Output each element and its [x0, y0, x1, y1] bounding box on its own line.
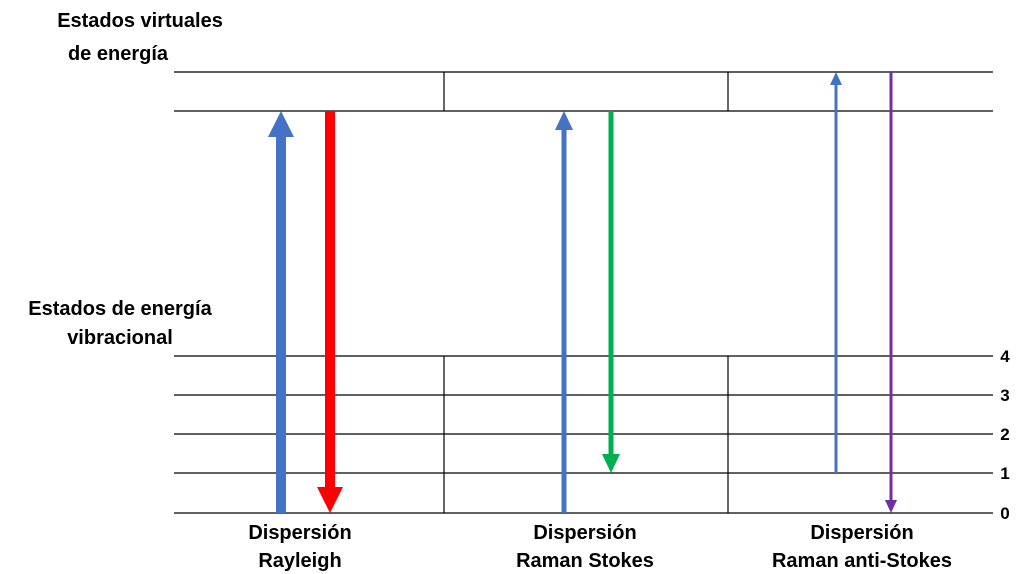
- rayleigh-title-line2: Rayleigh: [258, 550, 341, 572]
- virtual-state-lines: [174, 71, 993, 112]
- level-number-3: 3: [1000, 386, 1009, 405]
- virtual-states-label-line2: de energía: [68, 43, 169, 65]
- stokes-excitation-arrowhead: [555, 111, 573, 130]
- level-numbers: 4 3 2 1 0: [1000, 347, 1010, 523]
- anti-stokes-title-line2: Raman anti-Stokes: [772, 550, 952, 572]
- stokes-scatter-arrowhead: [602, 454, 620, 473]
- rayleigh-title-line1: Dispersión: [248, 522, 351, 544]
- anti-stokes-excitation-arrowhead: [830, 72, 842, 85]
- rayleigh-excitation-arrowhead: [268, 111, 294, 137]
- transition-arrows: [268, 72, 897, 513]
- level-number-1: 1: [1000, 464, 1009, 483]
- anti-stokes-title-line1: Dispersión: [810, 522, 913, 544]
- rayleigh-scatter-arrowhead: [317, 487, 343, 513]
- stokes-title-line1: Dispersión: [533, 522, 636, 544]
- level-number-2: 2: [1000, 425, 1009, 444]
- vibrational-level-lines: [174, 355, 993, 514]
- virtual-states-label-line1: Estados virtuales: [57, 10, 223, 32]
- vibrational-states-label-line1: Estados de energía: [28, 298, 212, 320]
- column-titles: Dispersión Rayleigh Dispersión Raman Sto…: [248, 522, 952, 572]
- level-number-0: 0: [1000, 504, 1009, 523]
- stokes-title-line2: Raman Stokes: [516, 550, 654, 572]
- vibrational-states-label-line2: vibracional: [67, 327, 173, 349]
- level-number-4: 4: [1000, 347, 1010, 366]
- anti-stokes-scatter-arrowhead: [885, 500, 897, 513]
